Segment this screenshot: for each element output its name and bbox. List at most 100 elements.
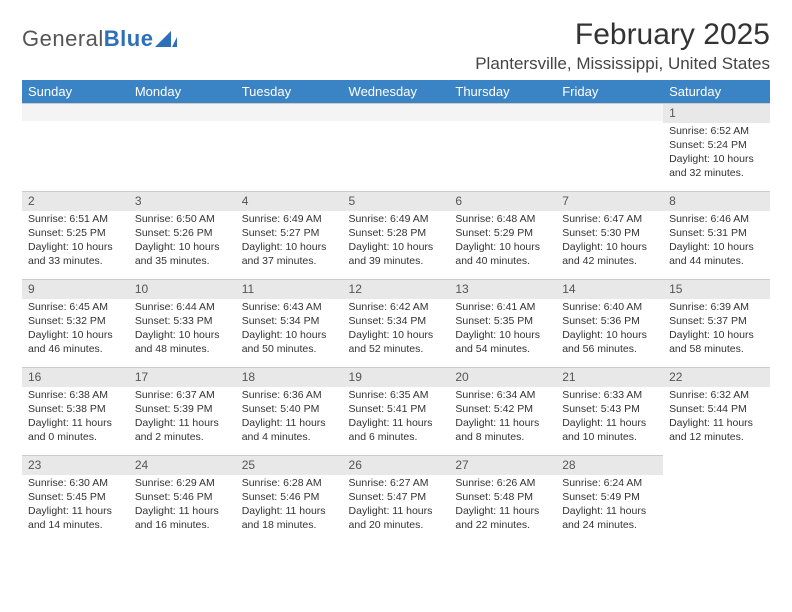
calendar-cell: 17Sunrise: 6:37 AMSunset: 5:39 PMDayligh… bbox=[129, 367, 236, 455]
sunrise-line: Sunrise: 6:28 AM bbox=[242, 477, 337, 490]
calendar-cell: 2Sunrise: 6:51 AMSunset: 5:25 PMDaylight… bbox=[22, 191, 129, 279]
day-body: Sunrise: 6:36 AMSunset: 5:40 PMDaylight:… bbox=[236, 387, 343, 450]
header: GeneralBlue February 2025 Plantersville,… bbox=[22, 18, 770, 74]
day-body: Sunrise: 6:28 AMSunset: 5:46 PMDaylight:… bbox=[236, 475, 343, 538]
daylight-line: Daylight: 11 hours bbox=[135, 417, 230, 430]
day-body: Sunrise: 6:44 AMSunset: 5:33 PMDaylight:… bbox=[129, 299, 236, 362]
calendar-cell: 22Sunrise: 6:32 AMSunset: 5:44 PMDayligh… bbox=[663, 367, 770, 455]
daylight-line: and 14 minutes. bbox=[28, 519, 123, 532]
day-body: Sunrise: 6:40 AMSunset: 5:36 PMDaylight:… bbox=[556, 299, 663, 362]
weekday-header: Friday bbox=[556, 80, 663, 103]
day-number: 9 bbox=[22, 279, 129, 299]
day-body: Sunrise: 6:38 AMSunset: 5:38 PMDaylight:… bbox=[22, 387, 129, 450]
sunrise-line: Sunrise: 6:48 AM bbox=[455, 213, 550, 226]
calendar-cell: 21Sunrise: 6:33 AMSunset: 5:43 PMDayligh… bbox=[556, 367, 663, 455]
daylight-line: Daylight: 11 hours bbox=[135, 505, 230, 518]
day-body: Sunrise: 6:35 AMSunset: 5:41 PMDaylight:… bbox=[343, 387, 450, 450]
day-number: 21 bbox=[556, 367, 663, 387]
sunset-line: Sunset: 5:43 PM bbox=[562, 403, 657, 416]
daylight-line: and 48 minutes. bbox=[135, 343, 230, 356]
daylight-line: Daylight: 11 hours bbox=[349, 505, 444, 518]
day-body: Sunrise: 6:51 AMSunset: 5:25 PMDaylight:… bbox=[22, 211, 129, 274]
day-body: Sunrise: 6:27 AMSunset: 5:47 PMDaylight:… bbox=[343, 475, 450, 538]
daylight-line: and 35 minutes. bbox=[135, 255, 230, 268]
calendar-cell: 27Sunrise: 6:26 AMSunset: 5:48 PMDayligh… bbox=[449, 455, 556, 543]
calendar-cell: 23Sunrise: 6:30 AMSunset: 5:45 PMDayligh… bbox=[22, 455, 129, 543]
day-number: 28 bbox=[556, 455, 663, 475]
calendar-cell bbox=[236, 103, 343, 191]
sunrise-line: Sunrise: 6:43 AM bbox=[242, 301, 337, 314]
sunset-line: Sunset: 5:41 PM bbox=[349, 403, 444, 416]
empty-daynum bbox=[129, 103, 236, 121]
day-number: 6 bbox=[449, 191, 556, 211]
logo-text: GeneralBlue bbox=[22, 26, 153, 52]
sunset-line: Sunset: 5:30 PM bbox=[562, 227, 657, 240]
calendar-row: 2Sunrise: 6:51 AMSunset: 5:25 PMDaylight… bbox=[22, 191, 770, 279]
day-body: Sunrise: 6:26 AMSunset: 5:48 PMDaylight:… bbox=[449, 475, 556, 538]
day-number: 16 bbox=[22, 367, 129, 387]
day-number: 27 bbox=[449, 455, 556, 475]
day-number: 5 bbox=[343, 191, 450, 211]
calendar-cell: 13Sunrise: 6:41 AMSunset: 5:35 PMDayligh… bbox=[449, 279, 556, 367]
sunset-line: Sunset: 5:25 PM bbox=[28, 227, 123, 240]
sunset-line: Sunset: 5:26 PM bbox=[135, 227, 230, 240]
day-number: 22 bbox=[663, 367, 770, 387]
weekday-header: Wednesday bbox=[343, 80, 450, 103]
daylight-line: and 58 minutes. bbox=[669, 343, 764, 356]
daylight-line: and 54 minutes. bbox=[455, 343, 550, 356]
day-number: 11 bbox=[236, 279, 343, 299]
sunset-line: Sunset: 5:32 PM bbox=[28, 315, 123, 328]
sunset-line: Sunset: 5:33 PM bbox=[135, 315, 230, 328]
sunrise-line: Sunrise: 6:37 AM bbox=[135, 389, 230, 402]
daylight-line: and 18 minutes. bbox=[242, 519, 337, 532]
calendar-row: 1Sunrise: 6:52 AMSunset: 5:24 PMDaylight… bbox=[22, 103, 770, 191]
daylight-line: and 20 minutes. bbox=[349, 519, 444, 532]
calendar-cell: 1Sunrise: 6:52 AMSunset: 5:24 PMDaylight… bbox=[663, 103, 770, 191]
daylight-line: Daylight: 10 hours bbox=[242, 241, 337, 254]
calendar-body: 1Sunrise: 6:52 AMSunset: 5:24 PMDaylight… bbox=[22, 103, 770, 543]
daylight-line: and 42 minutes. bbox=[562, 255, 657, 268]
empty-daynum bbox=[556, 103, 663, 121]
sunset-line: Sunset: 5:27 PM bbox=[242, 227, 337, 240]
daylight-line: Daylight: 11 hours bbox=[28, 505, 123, 518]
daylight-line: and 22 minutes. bbox=[455, 519, 550, 532]
day-number: 23 bbox=[22, 455, 129, 475]
day-number: 25 bbox=[236, 455, 343, 475]
day-body: Sunrise: 6:34 AMSunset: 5:42 PMDaylight:… bbox=[449, 387, 556, 450]
day-body: Sunrise: 6:32 AMSunset: 5:44 PMDaylight:… bbox=[663, 387, 770, 450]
daylight-line: Daylight: 10 hours bbox=[562, 241, 657, 254]
calendar-cell: 3Sunrise: 6:50 AMSunset: 5:26 PMDaylight… bbox=[129, 191, 236, 279]
sunset-line: Sunset: 5:48 PM bbox=[455, 491, 550, 504]
sunrise-line: Sunrise: 6:52 AM bbox=[669, 125, 764, 138]
daylight-line: and 0 minutes. bbox=[28, 431, 123, 444]
sunset-line: Sunset: 5:34 PM bbox=[349, 315, 444, 328]
sunrise-line: Sunrise: 6:51 AM bbox=[28, 213, 123, 226]
day-body: Sunrise: 6:37 AMSunset: 5:39 PMDaylight:… bbox=[129, 387, 236, 450]
day-number: 1 bbox=[663, 103, 770, 123]
calendar-cell: 14Sunrise: 6:40 AMSunset: 5:36 PMDayligh… bbox=[556, 279, 663, 367]
daylight-line: and 46 minutes. bbox=[28, 343, 123, 356]
sunset-line: Sunset: 5:47 PM bbox=[349, 491, 444, 504]
day-body: Sunrise: 6:42 AMSunset: 5:34 PMDaylight:… bbox=[343, 299, 450, 362]
sunrise-line: Sunrise: 6:35 AM bbox=[349, 389, 444, 402]
calendar-cell: 15Sunrise: 6:39 AMSunset: 5:37 PMDayligh… bbox=[663, 279, 770, 367]
daylight-line: and 6 minutes. bbox=[349, 431, 444, 444]
sunrise-line: Sunrise: 6:38 AM bbox=[28, 389, 123, 402]
day-body: Sunrise: 6:43 AMSunset: 5:34 PMDaylight:… bbox=[236, 299, 343, 362]
sunset-line: Sunset: 5:45 PM bbox=[28, 491, 123, 504]
daylight-line: Daylight: 10 hours bbox=[135, 329, 230, 342]
calendar-cell: 28Sunrise: 6:24 AMSunset: 5:49 PMDayligh… bbox=[556, 455, 663, 543]
sunrise-line: Sunrise: 6:49 AM bbox=[242, 213, 337, 226]
sunrise-line: Sunrise: 6:34 AM bbox=[455, 389, 550, 402]
calendar-cell: 19Sunrise: 6:35 AMSunset: 5:41 PMDayligh… bbox=[343, 367, 450, 455]
sunset-line: Sunset: 5:38 PM bbox=[28, 403, 123, 416]
sunrise-line: Sunrise: 6:46 AM bbox=[669, 213, 764, 226]
day-number: 4 bbox=[236, 191, 343, 211]
calendar-cell bbox=[343, 103, 450, 191]
calendar-cell bbox=[22, 103, 129, 191]
sunset-line: Sunset: 5:29 PM bbox=[455, 227, 550, 240]
daylight-line: Daylight: 11 hours bbox=[562, 505, 657, 518]
day-number: 7 bbox=[556, 191, 663, 211]
sunrise-line: Sunrise: 6:26 AM bbox=[455, 477, 550, 490]
daylight-line: Daylight: 10 hours bbox=[455, 329, 550, 342]
